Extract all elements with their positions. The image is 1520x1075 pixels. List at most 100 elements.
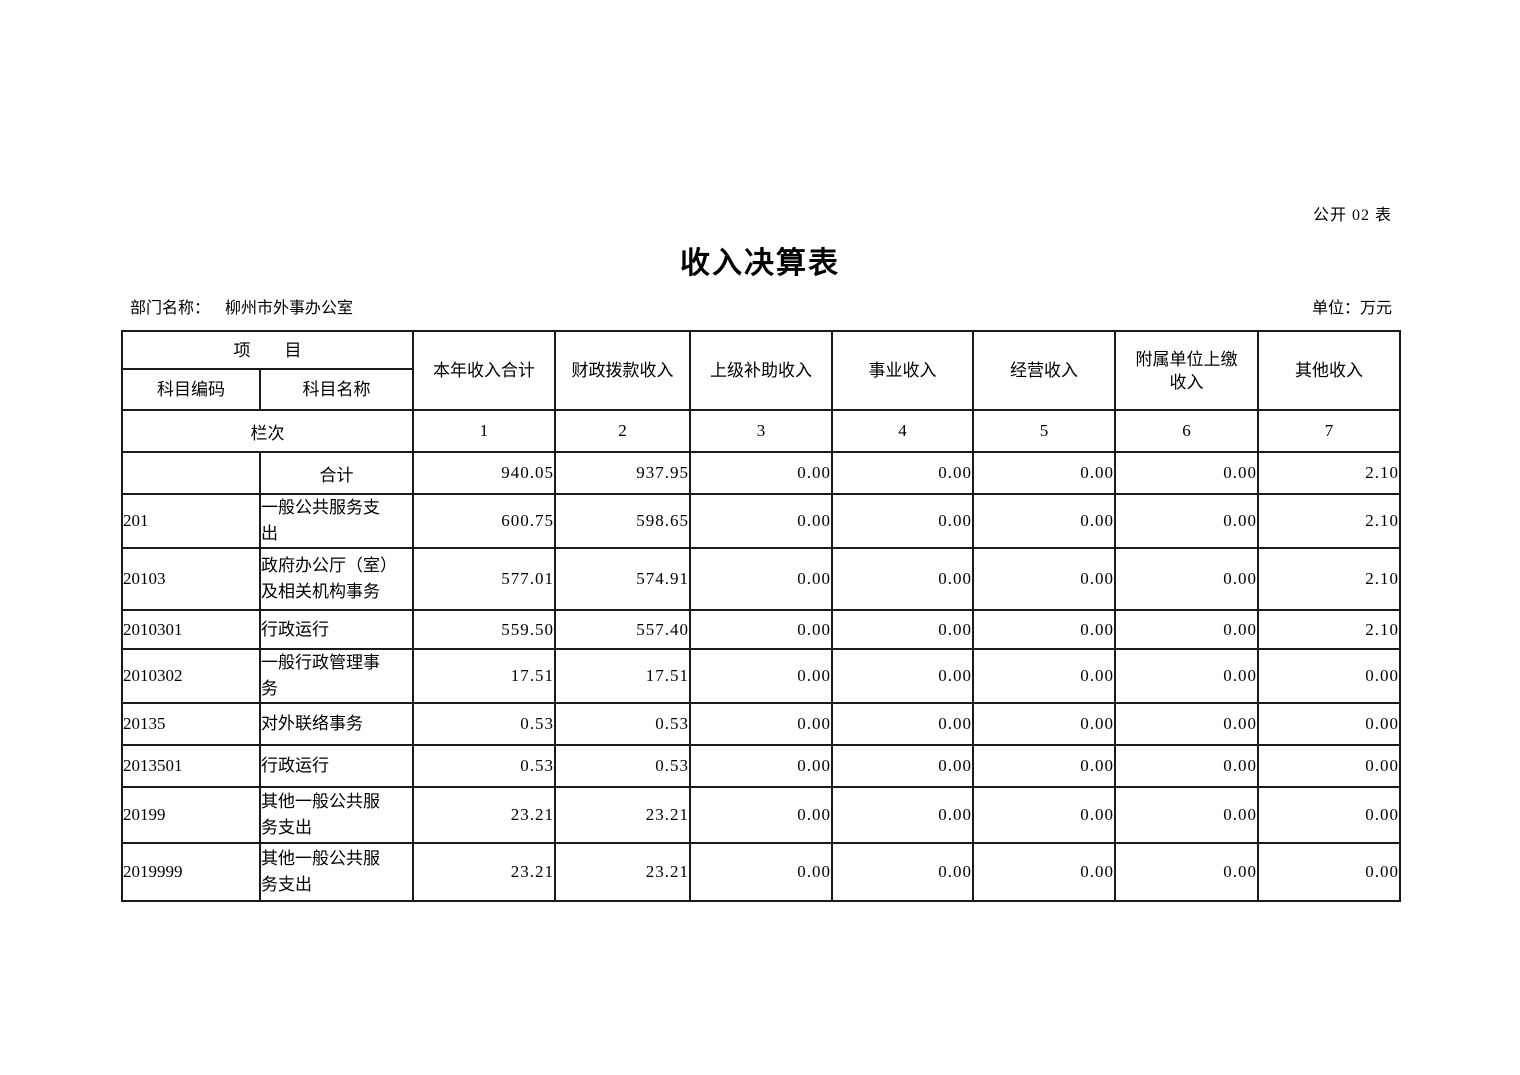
cell-value: 0.00	[831, 648, 974, 704]
cell-value: 0.00	[831, 547, 974, 611]
col-number: 4	[831, 409, 974, 453]
cell-value: 0.00	[689, 451, 833, 495]
col-number: 7	[1257, 409, 1401, 453]
department-name: 部门名称： 柳州市外事办公室	[130, 294, 353, 318]
cell-value: 0.00	[689, 786, 833, 844]
col-number: 2	[554, 409, 691, 453]
table-row: 20135 对外联络事务 0.53 0.53 0.00 0.00 0.00 0.…	[121, 702, 1401, 746]
cell-value: 0.00	[689, 702, 833, 746]
cell-value: 0.00	[1257, 702, 1401, 746]
cell-code: 2013501	[121, 744, 261, 788]
table-row: 20103 政府办公厅（室） 及相关机构事务 577.01 574.91 0.0…	[121, 547, 1401, 611]
header-subject-name: 科目名称	[259, 368, 414, 411]
cell-value: 0.53	[554, 702, 691, 746]
cell-value: 23.21	[412, 842, 556, 902]
cell-value: 574.91	[554, 547, 691, 611]
department-label: 部门名称：	[130, 300, 211, 317]
cell-code: 20135	[121, 702, 261, 746]
header-col-affiliate: 附属单位上缴 收入	[1114, 330, 1259, 411]
table-row: 2019999 其他一般公共服 务支出 23.21 23.21 0.00 0.0…	[121, 842, 1401, 902]
cell-value: 17.51	[554, 648, 691, 704]
cell-value: 0.00	[1114, 609, 1259, 650]
cell-value: 600.75	[412, 493, 556, 549]
header-row-2: 科目编码 科目名称	[121, 368, 1400, 411]
col-number: 1	[412, 409, 556, 453]
cell-name: 行政运行	[259, 609, 414, 650]
cell-value: 2.10	[1257, 451, 1401, 495]
cell-code: 2019999	[121, 842, 261, 902]
cell-value: 0.00	[972, 786, 1116, 844]
cell-value: 0.00	[831, 451, 974, 495]
cell-value: 17.51	[412, 648, 556, 704]
cell-value: 2.10	[1257, 609, 1401, 650]
cell-value: 0.00	[689, 842, 833, 902]
cell-name: 其他一般公共服 务支出	[259, 842, 414, 902]
cell-value: 0.00	[689, 744, 833, 788]
cell-value: 0.00	[831, 786, 974, 844]
cell-value: 0.00	[1114, 744, 1259, 788]
department-value: 柳州市外事办公室	[225, 300, 354, 317]
table-row: 20199 其他一般公共服 务支出 23.21 23.21 0.00 0.00 …	[121, 786, 1401, 844]
table-row: 2010302 一般行政管理事 务 17.51 17.51 0.00 0.00 …	[121, 648, 1401, 704]
table-row-total: 合计 940.05 937.95 0.00 0.00 0.00 0.00 2.1…	[121, 451, 1401, 495]
page-title: 收入决算表	[680, 247, 840, 280]
cell-name: 一般行政管理事 务	[259, 648, 414, 704]
cell-value: 2.10	[1257, 547, 1401, 611]
cell-value: 0.00	[1114, 493, 1259, 549]
cell-name: 对外联络事务	[259, 702, 414, 746]
cell-value: 2.10	[1257, 493, 1401, 549]
cell-code: 2010301	[121, 609, 261, 650]
cell-value: 0.00	[1257, 786, 1401, 844]
cell-value: 0.00	[1114, 842, 1259, 902]
column-index-row: 栏次 1 2 3 4 5 6 7	[121, 409, 1401, 453]
cell-value: 0.00	[972, 609, 1116, 650]
cell-value: 0.00	[689, 547, 833, 611]
revenue-table: 项 目 本年收入合计 财政拨款收入 上级补助收入 事业收入 经营收入 附属单位上…	[121, 330, 1401, 902]
header-row-1: 项 目 本年收入合计 财政拨款收入 上级补助收入 事业收入 经营收入 附属单位上…	[121, 330, 1401, 411]
unit-label: 单位：万元	[1311, 300, 1392, 317]
cell-value: 557.40	[554, 609, 691, 650]
header-col-other: 其他收入	[1257, 330, 1401, 411]
cell-value: 0.00	[972, 842, 1116, 902]
cell-value: 940.05	[412, 451, 556, 495]
header-col-operating: 经营收入	[972, 330, 1116, 411]
cell-code: 20103	[121, 547, 261, 611]
cell-value: 0.00	[831, 609, 974, 650]
cell-value: 0.00	[689, 493, 833, 549]
cell-name: 一般公共服务支 出	[259, 493, 414, 549]
cell-value: 598.65	[554, 493, 691, 549]
cell-value: 23.21	[412, 786, 556, 844]
col-number: 5	[972, 409, 1116, 453]
col-number: 6	[1114, 409, 1259, 453]
cell-name: 合计	[259, 451, 414, 495]
cell-name: 政府办公厅（室） 及相关机构事务	[259, 547, 414, 611]
cell-value: 0.00	[1114, 702, 1259, 746]
meta-row: 部门名称： 柳州市外事办公室 单位：万元	[130, 294, 1392, 318]
cell-value: 0.00	[972, 702, 1116, 746]
cell-value: 0.00	[972, 744, 1116, 788]
cell-value: 0.00	[689, 648, 833, 704]
cell-value: 0.00	[831, 702, 974, 746]
cell-value: 0.00	[689, 609, 833, 650]
table-row: 201 一般公共服务支 出 600.75 598.65 0.00 0.00 0.…	[121, 493, 1401, 549]
cell-value: 0.00	[831, 493, 974, 549]
cell-value: 0.00	[1114, 547, 1259, 611]
col-number: 3	[689, 409, 833, 453]
cell-value: 23.21	[554, 842, 691, 902]
header-col-total: 本年收入合计	[412, 330, 556, 411]
table-row: 2010301 行政运行 559.50 557.40 0.00 0.00 0.0…	[121, 609, 1401, 650]
doc-number-label: 公开 02 表	[1312, 207, 1392, 224]
cell-value: 0.53	[412, 744, 556, 788]
cell-code: 201	[121, 493, 261, 549]
cell-name: 行政运行	[259, 744, 414, 788]
cell-value: 0.00	[1114, 648, 1259, 704]
cell-value: 0.00	[972, 648, 1116, 704]
header-col-fiscal: 财政拨款收入	[554, 330, 691, 411]
cell-code: 20199	[121, 786, 261, 844]
cell-code	[121, 451, 261, 495]
cell-value: 0.00	[972, 493, 1116, 549]
table-row: 2013501 行政运行 0.53 0.53 0.00 0.00 0.00 0.…	[121, 744, 1401, 788]
cell-value: 0.00	[972, 451, 1116, 495]
cell-value: 559.50	[412, 609, 556, 650]
cell-value: 0.00	[831, 842, 974, 902]
